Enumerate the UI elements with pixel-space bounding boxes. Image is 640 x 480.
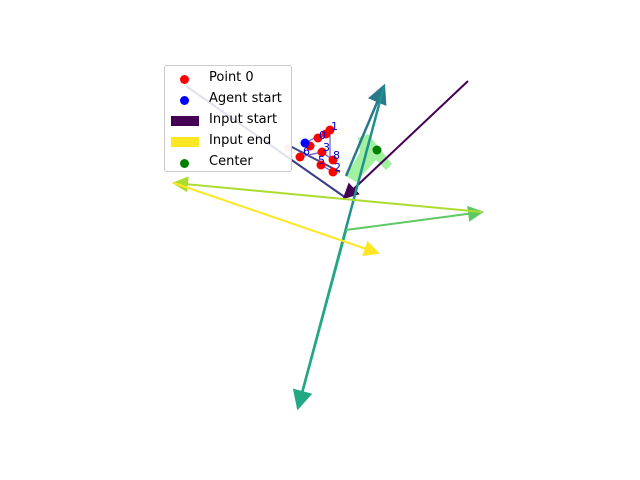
point-7: [321, 129, 331, 139]
input-segment-8: [173, 182, 380, 257]
legend-label-agent-start: Agent start: [209, 91, 282, 106]
legend-swatch-input-start: [171, 116, 199, 126]
legend-label-point-0: Point 0: [209, 70, 254, 85]
point-label-1: 1: [331, 120, 338, 133]
input-segment-6: [345, 205, 484, 231]
input-segment-7: [172, 176, 483, 213]
point-labels: 1 0 6 3 8 5 2: [303, 120, 341, 174]
legend-item-point-0: Point 0: [165, 69, 291, 89]
point-2: [328, 167, 338, 177]
point-8: [328, 155, 338, 165]
legend-swatch-input-end: [171, 137, 199, 147]
legend-label-input-end: Input end: [209, 133, 272, 148]
point-5: [316, 160, 326, 170]
input-segment-2: [289, 145, 341, 173]
point-label-2: 2: [334, 161, 341, 174]
point-label-0: 0: [319, 129, 326, 142]
points: [295, 125, 382, 177]
agent-path-shape: [346, 134, 392, 182]
point-label-8: 8: [333, 149, 340, 162]
agent-start-point: [300, 138, 310, 148]
legend: Point 0 Agent start Input start Input en…: [164, 65, 292, 172]
input-segment-0: [342, 80, 469, 200]
legend-swatch-center: [180, 159, 189, 168]
legend-label-input-start: Input start: [209, 112, 278, 127]
point-label-6: 6: [303, 145, 310, 158]
point-3: [317, 147, 327, 157]
legend-label-center: Center: [209, 154, 253, 169]
legend-item-input-end: Input end: [165, 132, 291, 152]
point-label-5: 5: [318, 154, 325, 167]
input-segment-3: [344, 83, 387, 177]
legend-swatch-agent-start: [180, 96, 189, 105]
legend-item-center: Center: [165, 153, 291, 173]
point-label-3: 3: [323, 141, 330, 154]
point-0: [313, 133, 323, 143]
point-4: [295, 152, 305, 162]
input-segment-5: [292, 229, 348, 411]
legend-item-input-start: Input start: [165, 111, 291, 131]
legend-swatch-point-0: [180, 75, 189, 84]
center-point: [372, 145, 382, 155]
legend-item-agent-start: Agent start: [165, 90, 291, 110]
